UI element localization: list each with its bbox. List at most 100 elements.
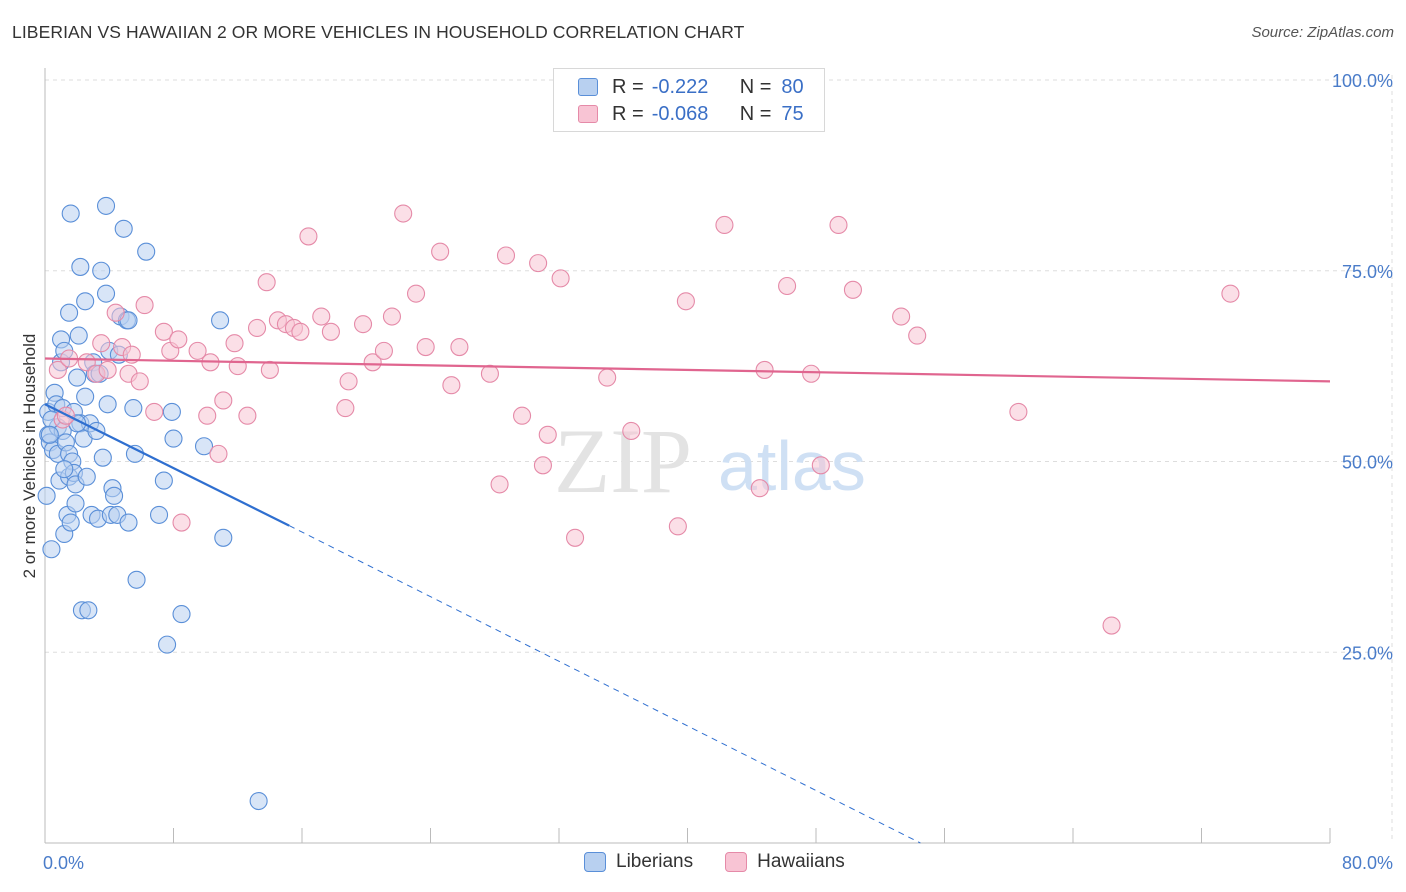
liberian-point [114, 219, 133, 238]
watermark-zip: ZIP [554, 410, 692, 512]
liberian-point [66, 494, 85, 513]
hawaiian-point [406, 284, 426, 303]
hawaiian-point [843, 280, 862, 299]
liberian-point [119, 513, 138, 532]
hawaiian-point [154, 322, 173, 341]
hawaiian-point [169, 330, 188, 349]
liberian-point [61, 204, 80, 223]
hawaiian-point [598, 368, 617, 387]
hawaiian-point [209, 444, 228, 463]
liberian-point [76, 387, 95, 406]
liberian-point [79, 601, 98, 620]
liberian-point [164, 429, 183, 448]
liberian-point [211, 311, 230, 330]
liberian-point [96, 196, 116, 215]
hawaiian-point [450, 337, 469, 357]
liberian-point [249, 791, 268, 811]
hawaiian-point [811, 456, 830, 475]
hawaiian-point [198, 406, 217, 425]
hawaiian-point [529, 254, 548, 273]
hawaiian-point [394, 204, 413, 223]
liberian-point [71, 257, 90, 276]
hawaiian-point [321, 322, 340, 341]
hawaiian-point [715, 215, 734, 235]
legend-item-hawaiians[interactable]: Hawaiians [725, 851, 845, 873]
hawaiian-point [1009, 402, 1028, 421]
liberian-point [162, 402, 181, 421]
hawaiian-point [339, 372, 358, 391]
liberian-point [60, 303, 79, 322]
y-tick-label: 50.0% [1342, 453, 1393, 473]
legend-item-liberians[interactable]: Liberians [584, 851, 693, 873]
watermark: ZIP atlas [554, 410, 866, 512]
hawaiian-point [382, 307, 402, 326]
hawaiian-point [829, 215, 848, 235]
hawaiian-point [247, 318, 267, 338]
trend-lines [44, 357, 1331, 844]
liberian-point [40, 425, 59, 444]
n-value: 75 [781, 102, 804, 125]
hawaiian-point [260, 360, 279, 379]
legend-label: Hawaiians [757, 851, 845, 872]
y-tick-label: 100.0% [1332, 71, 1393, 91]
hawaiian-point [566, 528, 585, 547]
hawaiian-point [48, 360, 67, 379]
hawaiians-swatch [578, 105, 598, 123]
hawaiians-swatch [725, 852, 748, 872]
hawaiian-point [225, 334, 244, 353]
liberians-swatch [578, 78, 598, 96]
hawaiian-point [1102, 616, 1121, 635]
hawaiians-trend-line [44, 357, 1331, 383]
hawaiian-point [214, 391, 233, 410]
hawaiian-point [130, 372, 149, 391]
grid [45, 75, 1393, 843]
hawaiian-point [299, 227, 318, 246]
liberian-point [76, 292, 95, 311]
liberian-point [214, 528, 233, 547]
hawaiian-point [622, 421, 641, 441]
hawaiian-point [92, 334, 111, 353]
n-label: N = [739, 102, 772, 125]
liberian-point [105, 486, 124, 505]
series-legend: Liberians Hawaiians [584, 851, 877, 873]
hawaiian-point [238, 406, 257, 425]
hawaiian-point [750, 479, 769, 498]
tick-labels: 25.0% 50.0% 75.0% 100.0% 0.0% 80.0% [43, 71, 1393, 873]
liberian-point [124, 399, 143, 418]
liberians-points [37, 196, 268, 811]
liberian-point [158, 635, 177, 654]
liberian-point [98, 395, 117, 414]
liberian-point [96, 284, 116, 303]
hawaiian-point [145, 402, 164, 421]
hawaiian-point [755, 360, 774, 379]
hawaiian-point [490, 475, 509, 494]
liberian-point [61, 513, 80, 532]
hawaiian-point [106, 303, 125, 322]
watermark-atlas: atlas [718, 427, 866, 505]
liberian-point [37, 486, 56, 505]
hawaiian-point [416, 337, 435, 357]
r-label: R = [612, 102, 644, 125]
y-tick-label: 75.0% [1342, 262, 1393, 282]
liberian-point [194, 437, 214, 456]
hawaiian-point [291, 322, 310, 341]
x-tick-label: 0.0% [43, 853, 84, 873]
r-value: -0.068 [651, 102, 709, 125]
hawaiian-point [374, 341, 393, 360]
chart-title: LIBERIAN VS HAWAIIAN 2 OR MORE VEHICLES … [12, 22, 745, 42]
stats-legend: R = -0.222 N = 80 R = -0.068 N = 75 [553, 68, 825, 132]
n-label: N = [739, 75, 772, 98]
hawaiian-point [778, 276, 797, 296]
hawaiian-point [336, 399, 355, 418]
liberian-point [127, 570, 146, 589]
hawaiian-point [431, 242, 450, 261]
liberian-point [93, 448, 112, 467]
liberians-trend-line [44, 403, 290, 527]
y-tick-label: 25.0% [1342, 643, 1393, 663]
n-value: 80 [781, 75, 804, 98]
liberian-point [42, 540, 61, 559]
legend-label: Liberians [616, 851, 694, 872]
hawaiian-point [480, 364, 499, 383]
r-label: R = [612, 75, 644, 98]
